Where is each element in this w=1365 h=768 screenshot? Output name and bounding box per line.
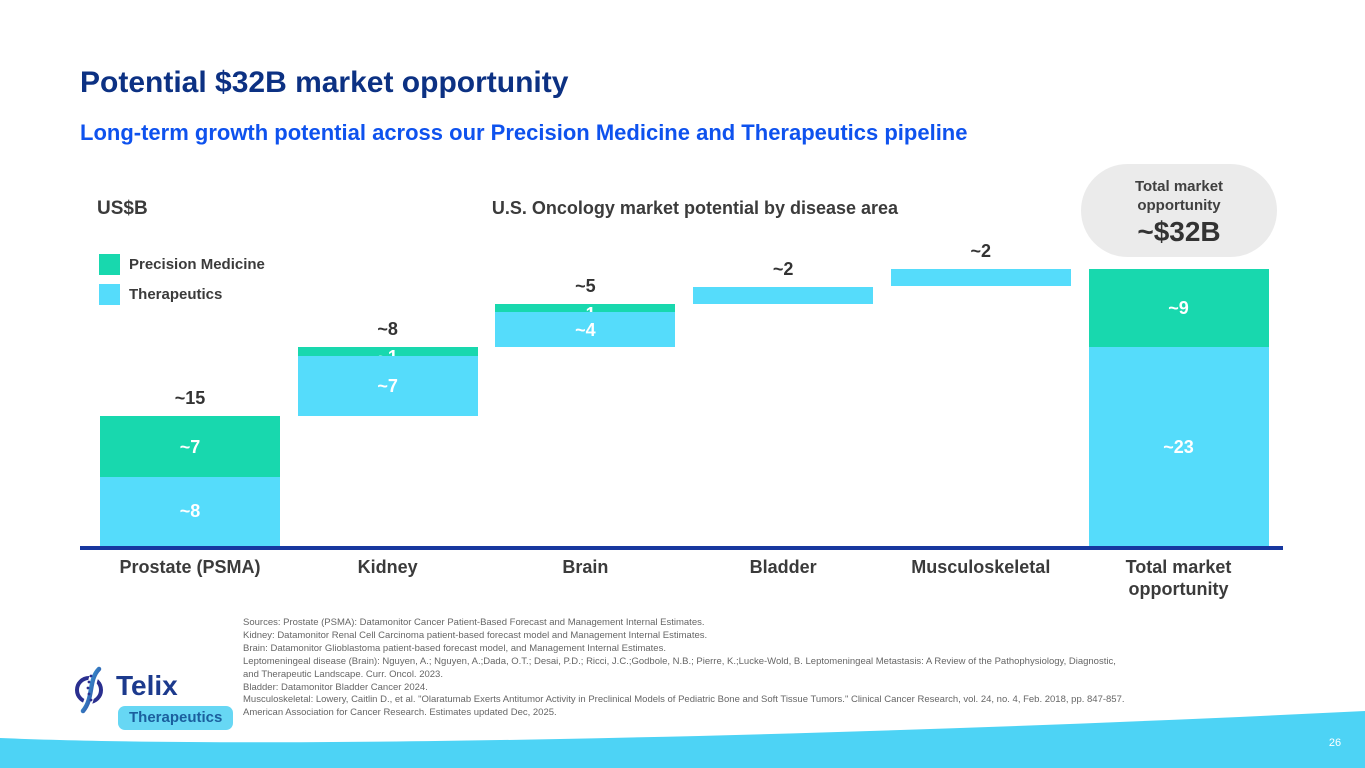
source-line: Bladder: Datamonitor Bladder Cancer 2024… [243, 681, 428, 693]
chart-legend: Precision Medicine Therapeutics [99, 254, 265, 314]
bar-total-label: ~2 [772, 258, 794, 279]
precision-medicine-swatch-icon [99, 254, 120, 275]
x-axis-label-bladder: Bladder [749, 557, 817, 577]
x-axis-baseline [80, 546, 1283, 550]
bar-segment-total-market-opportunity-therapeutics [1088, 347, 1269, 546]
bar-segment-value-label: ~7 [179, 436, 201, 457]
bar-segment-brain-precision-medicine [495, 303, 676, 313]
telix-tagline-pill: Therapeutics [118, 706, 234, 730]
legend-item-therapeutics: Therapeutics [99, 284, 265, 305]
chart-title: U.S. Oncology market potential by diseas… [491, 198, 899, 218]
total-market-bubble-label: Total market opportunity [1134, 178, 1224, 214]
bar-total-label: ~8 [377, 319, 398, 340]
source-line: Sources: Prostate (PSMA): Datamonitor Ca… [243, 617, 705, 628]
x-axis-label-musculoskeletal: Musculoskeletal [911, 557, 1051, 577]
source-line: American Association for Cancer Research… [243, 707, 557, 719]
total-market-bubble-value: ~$32B [1137, 216, 1221, 247]
sources-footnotes: Sources: Prostate (PSMA): Datamonitor Ca… [243, 617, 1333, 720]
x-axis-label-total-market-opportunity: Total market opportunity [1125, 557, 1232, 599]
bar-segment-value-label: ~4 [575, 319, 596, 340]
total-market-bubble: Total market opportunity ~$32B [1081, 164, 1277, 257]
bar-total-label: ~15 [174, 388, 206, 409]
bar-segment-prostate-psma-therapeutics [100, 476, 280, 546]
page-subtitle: Long-term growth potential across our Pr… [80, 120, 968, 145]
source-line: Musculoskeletal: Lowery, Caitlin D., et … [243, 694, 1125, 706]
page-title: Potential $32B market opportunity [80, 66, 569, 99]
source-line: Brain: Datamonitor Glioblastoma patient-… [243, 642, 666, 654]
source-line: Kidney: Datamonitor Renal Cell Carcinoma… [243, 629, 708, 641]
bar-segment-bladder-therapeutics [693, 286, 874, 304]
bar-segment-value-label: ~7 [377, 375, 398, 396]
page-number: 26 [1328, 737, 1342, 749]
source-line: Leptomeningeal disease (Brain): Nguyen, … [243, 655, 1116, 667]
bar-segment-musculoskeletal-therapeutics [890, 269, 1071, 287]
bar-segment-value-label: ~9 [1168, 298, 1189, 319]
bar-segment-brain-therapeutics [495, 312, 676, 348]
footer-wave-decoration [0, 711, 1365, 768]
telix-helix-icon [75, 666, 103, 714]
y-axis-unit-label: US$B [97, 198, 148, 219]
x-axis-label-brain: Brain [562, 557, 609, 577]
bar-segment-prostate-psma-precision-medicine [100, 416, 280, 477]
bar-segment-kidney-therapeutics [297, 355, 478, 417]
bar-total-label: ~5 [575, 275, 596, 296]
bar-segment-total-market-opportunity-precision-medicine [1088, 269, 1269, 348]
bar-segment-value-label: ~23 [1163, 436, 1194, 457]
legend-label: Precision Medicine [129, 256, 265, 273]
source-line: and Therapeutic Landscape. Curr. Oncol. … [243, 668, 443, 680]
bar-segment-kidney-precision-medicine [297, 347, 478, 356]
bar-total-label: ~2 [970, 241, 992, 262]
x-axis-label-prostate-psma: Prostate (PSMA) [119, 557, 261, 577]
bar-segment-value-label: ~8 [179, 501, 201, 522]
x-axis-label-kidney: Kidney [357, 557, 418, 577]
legend-label: Therapeutics [129, 286, 223, 303]
therapeutics-swatch-icon [99, 284, 120, 305]
legend-item-precision-medicine: Precision Medicine [99, 254, 265, 275]
telix-wordmark: Telix [116, 670, 178, 701]
